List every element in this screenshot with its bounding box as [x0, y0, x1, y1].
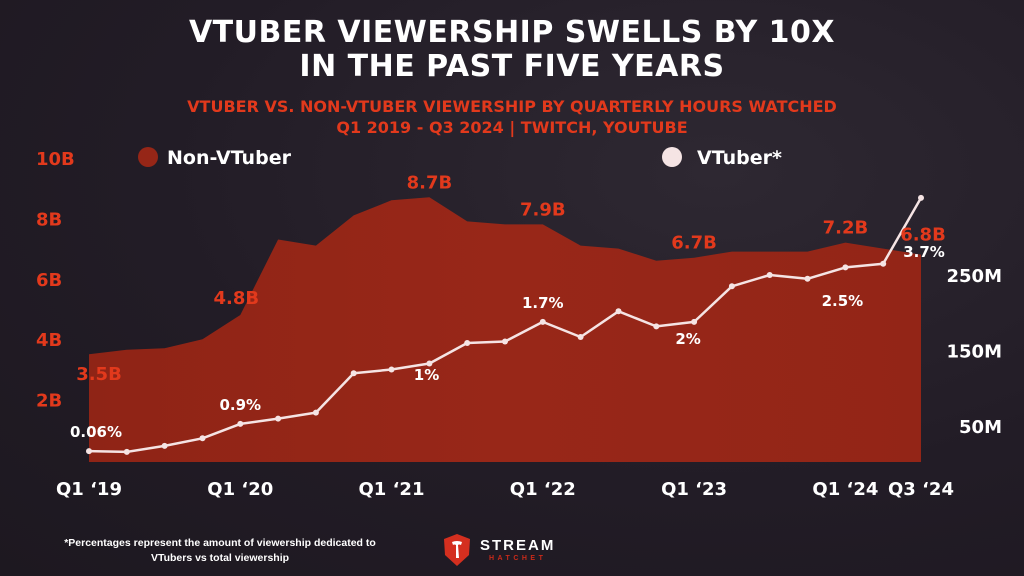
vtuber-point	[880, 260, 887, 267]
subtitle-line-1: VTUBER VS. NON-VTUBER VIEWERSHIP BY QUAR…	[187, 97, 837, 116]
footnote-line-1: *Percentages represent the amount of vie…	[64, 537, 376, 549]
legend-vtuber-swatch	[662, 147, 682, 167]
area-data-label: 3.5B	[76, 364, 122, 385]
x-tick-label: Q1 ‘19	[56, 479, 122, 500]
y-right-tick-label: 250M	[947, 266, 1003, 287]
area-data-label: 7.2B	[823, 218, 869, 239]
vtuber-point	[275, 415, 282, 422]
title-line-1: VTUBER VIEWERSHIP SWELLS BY 10X	[188, 15, 836, 50]
area-data-label: 6.8B	[900, 225, 946, 246]
vtuber-point	[691, 318, 698, 325]
vtuber-point	[653, 323, 660, 330]
vtuber-point	[199, 435, 206, 442]
legend: Non-VTuber VTuber*	[138, 147, 782, 169]
page-title: VTUBER VIEWERSHIP SWELLS BY 10X IN THE P…	[0, 16, 1024, 84]
vtuber-point	[577, 334, 584, 340]
y-right-tick-label: 150M	[947, 342, 1003, 363]
y-left-tick-label: 6B	[36, 270, 62, 291]
vtuber-point	[312, 409, 319, 416]
y-left-tick-label: 10B	[36, 149, 75, 170]
y-left-tick-label: 4B	[36, 330, 62, 351]
line-data-label: 2.5%	[822, 292, 864, 310]
chart-subtitle: VTUBER VS. NON-VTUBER VIEWERSHIP BY QUAR…	[0, 96, 1024, 138]
y-left-tick-label: 2B	[36, 391, 62, 412]
logo-text-stream: STREAM	[480, 537, 556, 554]
vtuber-point	[615, 308, 622, 315]
x-tick-label: Q1 ‘20	[207, 479, 273, 500]
x-tick-label: Q1 ‘22	[510, 479, 576, 500]
legend-non-vtuber-swatch	[138, 147, 158, 167]
footnote-line-2: VTubers vs total viewership	[150, 552, 290, 564]
vtuber-point	[123, 448, 130, 455]
vtuber-point	[728, 283, 735, 290]
data-labels: 3.5B 4.8B 8.7B 7.9B 6.7B 7.2B 6.8B 0.06% 0.9% 1% 1…	[70, 172, 946, 441]
vtuber-point	[766, 272, 773, 278]
vtuber-point	[539, 318, 546, 325]
vtuber-point	[842, 264, 849, 271]
vtuber-point	[237, 420, 244, 427]
area-layer	[89, 197, 921, 463]
line-data-label: 2%	[675, 330, 700, 348]
area-data-label: 4.8B	[213, 288, 259, 309]
y-axis-left: 2B 4B 6B 8B 10B	[36, 149, 75, 412]
legend-vtuber-label: VTuber*	[697, 147, 782, 169]
x-tick-label: Q1 ‘24	[812, 479, 878, 500]
line-data-label: 3.7%	[903, 243, 945, 261]
legend-non-vtuber-label: Non-VTuber	[167, 147, 292, 169]
logo-text-hatchet: HATCHET	[488, 555, 547, 562]
stream-hatchet-logo: STREAM HATCHET	[442, 533, 555, 567]
line-data-label: 0.06%	[70, 423, 122, 441]
area-data-label: 8.7B	[407, 172, 453, 193]
area-data-label: 6.7B	[671, 233, 717, 254]
area-data-label: 7.9B	[520, 199, 566, 220]
x-tick-label: Q1 ‘21	[359, 479, 425, 500]
line-data-label: 1.7%	[522, 294, 564, 312]
subtitle-line-2: Q1 2019 - Q3 2024 | TWITCH, YOUTUBE	[336, 118, 688, 137]
title-line-2: IN THE PAST FIVE YEARS	[299, 49, 725, 84]
y-right-tick-label: 50M	[959, 417, 1002, 438]
x-tick-label: Q3 ‘24	[888, 479, 954, 500]
vtuber-point	[388, 366, 395, 373]
line-data-label: 1%	[414, 366, 439, 384]
line-layer	[86, 194, 924, 455]
vtuber-point	[426, 360, 433, 367]
x-axis: Q1 ‘19 Q1 ‘20 Q1 ‘21 Q1 ‘22 Q1 ‘23 Q1 ‘24 Q3 ‘…	[56, 479, 954, 500]
y-axis-right: 50M 150M 250M	[947, 266, 1003, 438]
hatchet-icon	[444, 534, 470, 566]
footnote: *Percentages represent the amount of vie…	[30, 536, 410, 566]
non-vtuber-area	[89, 197, 921, 463]
y-left-tick-label: 8B	[36, 209, 62, 230]
vtuber-point	[86, 448, 92, 455]
vtuber-point	[464, 340, 471, 346]
vtuber-point	[918, 194, 924, 201]
x-tick-label: Q1 ‘23	[661, 479, 727, 500]
vtuber-point	[804, 275, 811, 282]
vtuber-point	[161, 442, 168, 449]
vtuber-point	[502, 338, 508, 345]
vtuber-point	[350, 370, 357, 377]
line-data-label: 0.9%	[219, 396, 261, 414]
